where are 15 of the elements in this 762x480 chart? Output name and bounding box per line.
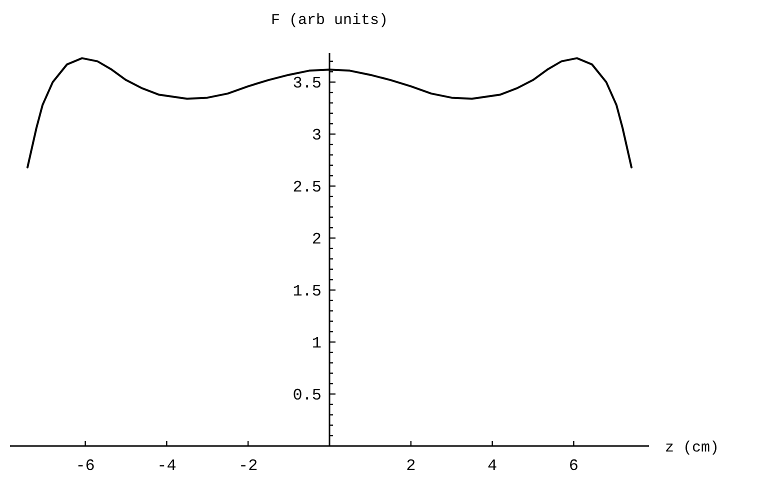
x-axis-title: z (cm) <box>665 439 720 456</box>
y-tick-label: 3.5 <box>292 74 322 93</box>
x-tick-label: 6 <box>568 457 579 475</box>
x-tick-label: -2 <box>238 457 258 475</box>
y-tick-label: 1 <box>312 334 322 353</box>
y-tick-label: 2 <box>312 230 322 249</box>
x-tick-label: -6 <box>76 457 95 475</box>
x-tick-label: 2 <box>406 457 416 475</box>
y-tick-label: 0.5 <box>292 386 322 405</box>
x-tick-label: -4 <box>157 457 176 475</box>
y-tick-label: 3 <box>312 126 322 145</box>
y-tick-label: 2.5 <box>292 178 322 197</box>
x-tick-label: 4 <box>488 457 498 475</box>
y-axis-title: F (arb units) <box>270 12 388 29</box>
y-tick-label: 1.5 <box>292 282 322 301</box>
